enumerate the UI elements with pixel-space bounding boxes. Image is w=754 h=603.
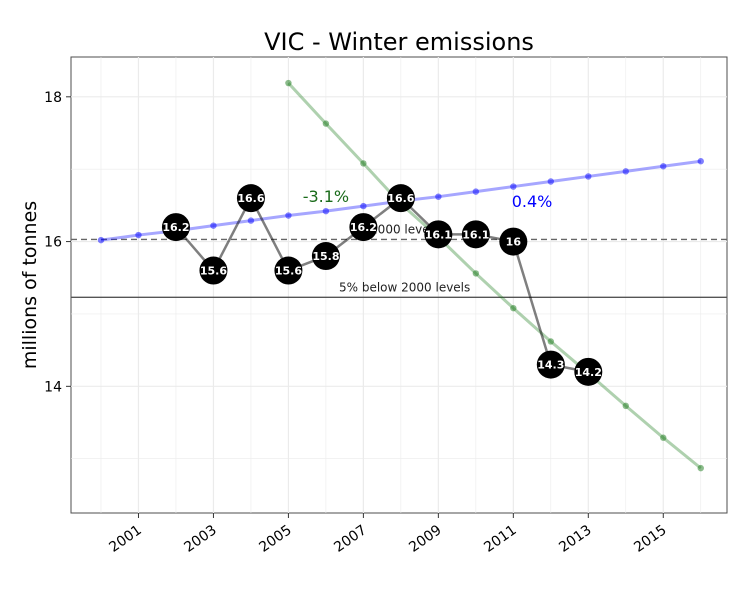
x-tick-label: 2013	[556, 522, 594, 556]
x-tick-label: 2003	[181, 522, 219, 556]
data-point	[161, 213, 190, 242]
trend-point	[322, 207, 330, 215]
trend-point	[322, 120, 330, 127]
series-layer	[97, 79, 704, 472]
data-label: 16.6	[237, 192, 264, 205]
reference-lines: 2000 levels 5% below 2000 levels	[71, 222, 727, 299]
trend-point	[622, 168, 629, 175]
plot-panel	[70, 56, 728, 514]
data-point	[536, 350, 565, 379]
data-point	[574, 357, 603, 386]
data-point	[236, 184, 265, 213]
trend-point	[210, 222, 217, 229]
data-point	[499, 227, 528, 256]
y-axis-label: millions of tonnes	[19, 201, 41, 369]
point-labels: 16.2 15.6 16.6 15.6 15.8 16.2 16.6 16.1 16.1 16 14…	[162, 187, 601, 379]
data-label: 15.6	[275, 265, 302, 278]
trend-point	[510, 304, 517, 312]
data-label: 16.1	[462, 228, 489, 241]
data-label: 16.6	[387, 192, 414, 205]
trend-point	[97, 236, 105, 244]
x-tick-label: 2007	[331, 522, 369, 556]
y-tick-label: 14	[44, 379, 62, 395]
trend-point	[660, 434, 667, 441]
x-tick-label: 2005	[256, 522, 294, 556]
x-tick-label: 2015	[631, 522, 669, 556]
trend-point	[285, 212, 292, 219]
trend-annotation: 0.4%	[512, 192, 553, 211]
data-label: 14.2	[575, 366, 602, 379]
x-tick-label: 2011	[481, 522, 519, 556]
trend-point	[510, 183, 517, 190]
trend-point	[547, 338, 555, 345]
trend-point	[285, 79, 292, 87]
trend-point	[697, 158, 704, 165]
trend-point	[360, 160, 367, 167]
trend-point	[547, 178, 555, 185]
chart-title: VIC - Winter emissions	[264, 28, 534, 56]
trend-point	[472, 188, 480, 195]
trend-point	[135, 231, 142, 239]
series-line	[287, 82, 702, 470]
data-point	[424, 220, 453, 249]
trend-point	[622, 402, 629, 410]
data-label: 16.2	[162, 221, 189, 234]
data-label: 15.8	[312, 250, 339, 263]
data-point	[461, 220, 490, 249]
y-tick-label: 18	[44, 90, 62, 106]
y-tick-label: 16	[44, 235, 62, 251]
data-point	[199, 256, 228, 285]
trend-point	[585, 173, 592, 180]
trend-point	[660, 163, 667, 170]
trend-annotation: -3.1%	[303, 187, 349, 206]
trend-point	[435, 193, 442, 200]
data-label: 15.6	[200, 265, 227, 278]
data-point	[349, 213, 378, 242]
data-point	[386, 184, 415, 213]
data-label: 16.2	[350, 221, 377, 234]
reference-line-label: 5% below 2000 levels	[339, 280, 470, 294]
data-label: 16.1	[425, 228, 452, 241]
data-point	[311, 242, 340, 271]
grid-lines	[71, 57, 727, 513]
trend-point	[697, 464, 704, 472]
x-tick-label: 2001	[106, 522, 144, 556]
trend-point	[472, 270, 480, 277]
data-label: 16	[506, 236, 522, 249]
data-point	[274, 256, 303, 285]
x-tick-label: 2009	[406, 522, 444, 556]
reference-line-label: 2000 levels	[370, 222, 439, 236]
trend-point	[360, 202, 367, 210]
data-label: 14.3	[537, 359, 564, 372]
trend-point	[247, 217, 255, 224]
